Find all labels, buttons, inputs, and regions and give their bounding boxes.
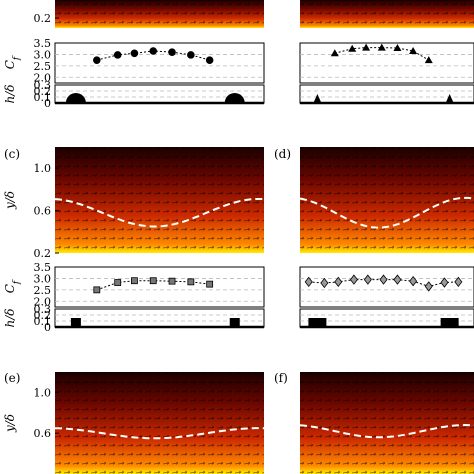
panel-a-cf-point [168,48,176,56]
panel-c-field-tick-label: 0.6 [34,205,52,218]
panel-c-roughness-tick-label: 0.2 [34,309,52,322]
panel-e-wavy-line [54,427,265,440]
panel-d-cf-point [424,281,433,292]
panel-b-roughness-element [445,94,454,103]
panel-a-field-tick-label: 0.2 [34,12,52,25]
panel-d-cf-point [440,277,449,288]
panel-d-cf-point [349,274,358,285]
panel-e-vectors [55,372,264,474]
panel-c-cf-point [168,277,176,285]
panel-d-roughness-element [440,318,459,327]
panel-d-cf-point [320,277,329,289]
panel-c-cf-point [187,278,195,286]
panel-d-cf-line [308,279,459,287]
panel-a-roughness-ylabel: h/δ [3,85,17,104]
panel-d-cf-point [454,276,463,288]
panel-c-cf-tick-label: 2.0 [34,295,52,308]
panel-c-roughness-element [70,318,81,327]
panel-a-vectors [55,0,264,28]
panel-b-cf-point [377,43,386,51]
panel-a-cf-point [93,56,101,64]
panel-c-cf-tick-label: 3.0 [34,272,52,285]
panel-b-cf-point [424,56,433,64]
panel-d-cf-point [334,276,343,288]
panel-b-vectors [300,0,474,28]
panel-c-cf-axes [54,266,265,308]
panel-e-label: (e) [4,371,20,385]
panel-c-roughness-tick-label: 0.1 [34,315,52,328]
panel-e-field-tick-label: 1.0 [34,386,52,399]
panel-c-cf-point [114,279,122,286]
panel-a-cf-point [149,47,158,55]
panel-a-cf-tick-label: 2.0 [34,71,52,84]
panel-d-cf-point [393,274,402,285]
panel-c-cf-point [149,277,157,285]
panel-b-roughness-element [313,94,322,103]
panel-a-roughness-tick-label: 0.3 [34,79,52,92]
panel-c-cf-ylabel: Cf [3,279,22,293]
panel-d-cf-point [304,276,313,288]
panel-c-cf-point [206,280,214,288]
panel-a-cf-tick-label: 3.0 [34,48,52,61]
panel-d-roughness-element [308,318,327,327]
panel-c-field-tick-label: 0.2 [34,247,52,260]
panel-d-cf-point [363,274,372,285]
panel-e-field-tick-label: 0.6 [34,427,52,440]
panel-a-roughness-tick-label: 0 [44,97,51,110]
panel-d-wavy-line [299,196,474,229]
panel-c-roughness-tick-label: 0.3 [34,303,52,316]
panel-a-cf-tick-label: 3.5 [34,37,52,50]
panel-c-label: (c) [4,147,20,161]
panel-f-vectors [300,372,474,474]
panel-b-cf-axes [299,42,474,84]
panel-a-roughness-element [224,93,245,103]
panel-f-label: (f) [274,371,288,385]
panel-d-cf-axes [299,266,474,308]
panel-c-cf-point [131,277,138,285]
panel-c-vectors [55,147,264,253]
panel-c-field-tick-label: 1.0 [34,162,52,175]
panel-d-label: (d) [274,147,291,161]
panel-d-vectors [300,147,474,253]
panel-a-cf-point [187,51,195,59]
panel-c-cf-tick-label: 3.5 [34,261,52,274]
panel-d-cf-point [409,276,418,287]
panel-c-wavy-line [54,198,265,228]
panel-a-cf-ylabel: Cf [3,55,22,69]
panel-b-cf-point [348,44,357,52]
panel-d-cf-point [379,274,388,285]
panel-b-cf-point [330,49,339,57]
panel-c-cf-tick-label: 2.5 [34,284,52,297]
panel-c-cf-point [93,286,101,294]
panel-a-roughness-tick-label: 0.1 [34,91,52,104]
panel-c-field-ylabel: y/δ [3,191,17,210]
panel-e-field-ylabel: y/δ [3,414,17,433]
panel-b-cf-point [362,43,371,51]
panel-a-cf-axes [54,42,265,84]
panel-c-roughness-ylabel: h/δ [3,309,17,328]
panel-a-roughness-element [65,93,86,103]
panel-c-roughness-element [229,318,240,327]
panel-a-roughness-tick-label: 0.2 [34,85,52,98]
panel-a-cf-tick-label: 2.5 [34,60,52,73]
panel-f-wavy-line [299,423,474,439]
panel-b-cf-point [393,44,402,52]
panel-a-cf-point [130,49,139,58]
panel-a-cf-point [113,51,122,59]
panel-a-cf-point [205,56,214,64]
panel-b-cf-point [409,47,418,54]
panel-c-roughness-tick-label: 0 [44,321,51,334]
